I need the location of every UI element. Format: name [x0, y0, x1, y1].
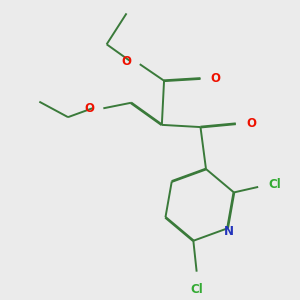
Text: O: O	[247, 117, 257, 130]
Text: O: O	[85, 102, 94, 115]
Text: Cl: Cl	[190, 283, 203, 296]
Text: N: N	[224, 225, 234, 238]
Text: O: O	[121, 56, 131, 68]
Text: O: O	[210, 72, 220, 85]
Text: Cl: Cl	[268, 178, 281, 191]
